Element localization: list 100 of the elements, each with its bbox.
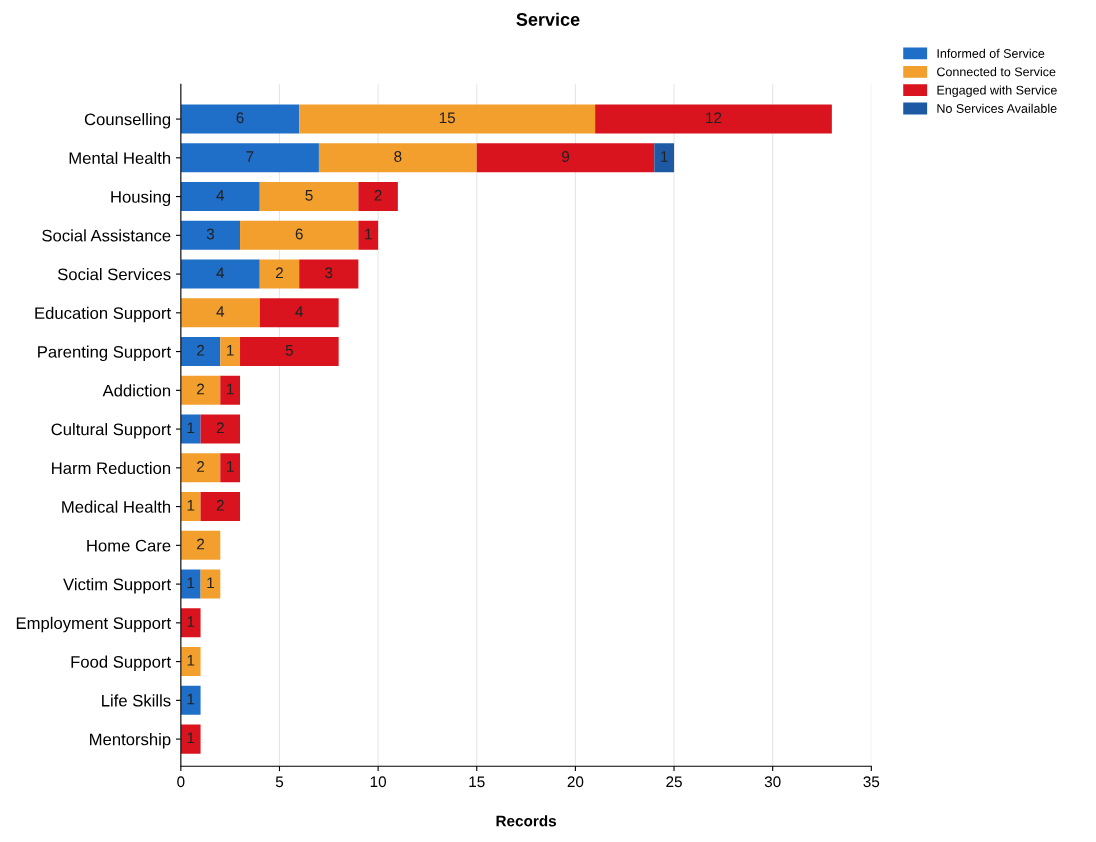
data-label: 3 — [206, 228, 215, 240]
data-label: 1 — [187, 422, 195, 434]
y-tick-label: Social Assistance — [42, 229, 171, 242]
bar — [180, 608, 201, 638]
y-tick-label: Mentorship — [90, 733, 171, 749]
y-tick-label: Mental Health — [69, 151, 171, 165]
bar — [180, 647, 201, 677]
x-tick-label: 0 — [177, 776, 185, 788]
data-label: 5 — [305, 190, 313, 201]
data-label: 1 — [227, 383, 234, 395]
bar — [200, 492, 241, 522]
bar — [240, 220, 359, 250]
bar — [240, 337, 339, 367]
bar — [180, 104, 300, 134]
y-tick-label: Education Support — [35, 306, 171, 323]
data-label: 1 — [187, 732, 195, 744]
bar — [318, 143, 477, 173]
data-label: 2 — [276, 267, 283, 279]
y-tick-label: Victim Support — [63, 578, 171, 594]
bar — [654, 143, 675, 173]
x-tick-label: 25 — [666, 776, 682, 788]
data-label: 4 — [295, 306, 304, 317]
bar — [220, 375, 241, 405]
x-tick-label: 35 — [863, 776, 880, 788]
data-label: 2 — [216, 499, 224, 511]
data-label: 2 — [197, 538, 205, 550]
y-tick-label: Parenting Support — [38, 345, 171, 362]
bar — [180, 685, 201, 715]
y-tick-label: Housing — [111, 190, 171, 207]
bar — [299, 259, 359, 289]
x-tick-label: 10 — [370, 776, 387, 788]
data-label: 1 — [661, 151, 668, 162]
bar — [358, 220, 379, 250]
bar — [358, 182, 398, 212]
legend-label: Informed of Service — [937, 48, 1045, 58]
bar — [595, 104, 832, 134]
data-label: 6 — [295, 228, 303, 240]
legend-label: Connected to Service — [937, 67, 1056, 77]
y-tick-label: Medical Health — [62, 500, 171, 513]
x-axis-title: Records — [496, 815, 557, 827]
x-tick-label: 15 — [469, 776, 485, 788]
data-label: 2 — [197, 344, 205, 356]
bar — [180, 337, 221, 367]
bar — [180, 375, 221, 405]
data-label: 4 — [216, 190, 225, 201]
legend-label: No Services Available — [937, 103, 1057, 113]
data-label: 1 — [187, 500, 195, 511]
bar — [180, 220, 241, 250]
data-label: 5 — [285, 345, 293, 356]
data-label: 8 — [394, 151, 402, 162]
legend-label: Engaged with Service — [937, 85, 1057, 98]
y-tick-label: Home Care — [87, 539, 171, 552]
data-label: 12 — [706, 112, 722, 124]
bar — [180, 143, 319, 173]
y-tick-label: Employment Support — [16, 616, 171, 633]
x-tick-label: 20 — [567, 776, 584, 788]
data-label: 2 — [216, 422, 224, 434]
data-label: 4 — [216, 306, 225, 317]
data-label: 1 — [227, 345, 234, 356]
bar — [476, 143, 655, 173]
bar — [180, 298, 260, 328]
bar — [220, 453, 241, 483]
data-label: 15 — [439, 112, 456, 124]
y-tick-label: Cultural Support — [51, 423, 171, 439]
data-label: 3 — [325, 267, 333, 279]
data-label: 1 — [187, 693, 195, 705]
data-label: 2 — [197, 461, 205, 472]
bar — [220, 337, 241, 367]
x-tick-label: 5 — [275, 776, 284, 788]
bar — [180, 492, 201, 522]
data-label: 1 — [187, 655, 195, 666]
y-tick-label: Social Services — [57, 268, 171, 281]
data-label: 9 — [562, 151, 570, 162]
bar — [180, 724, 201, 754]
bar — [259, 259, 300, 289]
data-label: 2 — [197, 383, 205, 395]
bar — [180, 259, 260, 289]
chart-title: Service — [516, 12, 580, 26]
data-label: 1 — [365, 228, 372, 240]
bar — [180, 569, 201, 599]
bar — [200, 414, 241, 444]
data-label: 1 — [227, 461, 234, 472]
bar — [180, 530, 221, 560]
y-tick-label: Counselling — [84, 113, 171, 129]
data-label: 1 — [187, 577, 195, 589]
bar — [299, 104, 596, 134]
bar — [180, 182, 260, 212]
bar — [259, 298, 339, 328]
data-label: 6 — [236, 112, 244, 124]
data-label: 2 — [374, 189, 382, 201]
y-tick-label: Addiction — [102, 384, 171, 397]
data-label: 7 — [246, 151, 254, 162]
data-label: 1 — [187, 616, 195, 627]
data-label: 4 — [216, 267, 225, 279]
bar — [180, 414, 201, 444]
y-tick-label: Life Skills — [102, 694, 171, 707]
bar — [259, 182, 359, 212]
x-tick-label: 30 — [764, 776, 781, 788]
y-tick-label: Harm Reduction — [52, 461, 171, 475]
data-label: 1 — [207, 577, 214, 589]
